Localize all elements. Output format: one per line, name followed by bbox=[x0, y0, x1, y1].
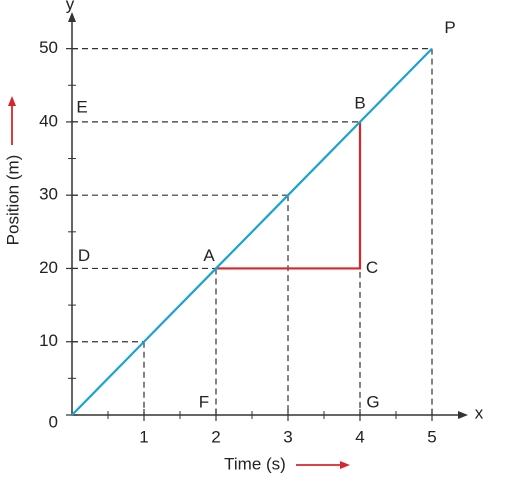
y-tick-label: 0 bbox=[49, 412, 58, 431]
point-label: G bbox=[366, 392, 379, 411]
x-axis-name: x bbox=[475, 403, 484, 422]
x-label-arrow-head bbox=[340, 461, 350, 469]
y-tick-label: 20 bbox=[39, 258, 58, 277]
x-tick-label: 1 bbox=[139, 427, 148, 446]
y-tick-label: 50 bbox=[39, 38, 58, 57]
y-axis-arrow bbox=[68, 12, 76, 22]
line bbox=[71, 47, 433, 416]
y-axis-label: Position (m) bbox=[3, 155, 22, 246]
y-axis-name: y bbox=[66, 0, 75, 13]
point-label: C bbox=[366, 258, 378, 277]
x-axis-label: Time (s) bbox=[224, 454, 286, 473]
point-label: B bbox=[354, 93, 365, 112]
y-tick-label: 30 bbox=[39, 185, 58, 204]
x-tick-label: 3 bbox=[283, 427, 292, 446]
x-tick-label: 5 bbox=[427, 427, 436, 446]
y-tick-label: 10 bbox=[39, 331, 58, 350]
y-tick-label: 40 bbox=[39, 111, 58, 130]
point-label: E bbox=[76, 97, 87, 116]
x-tick-label: 4 bbox=[355, 427, 364, 446]
point-label: A bbox=[203, 246, 215, 265]
triangle bbox=[216, 121, 362, 270]
point-label: D bbox=[78, 246, 90, 265]
x-axis-arrow bbox=[458, 411, 468, 419]
y-label-arrow-head bbox=[8, 96, 16, 106]
point-label: P bbox=[444, 18, 455, 37]
x-tick-label: 2 bbox=[211, 427, 220, 446]
point-label: F bbox=[199, 392, 209, 411]
